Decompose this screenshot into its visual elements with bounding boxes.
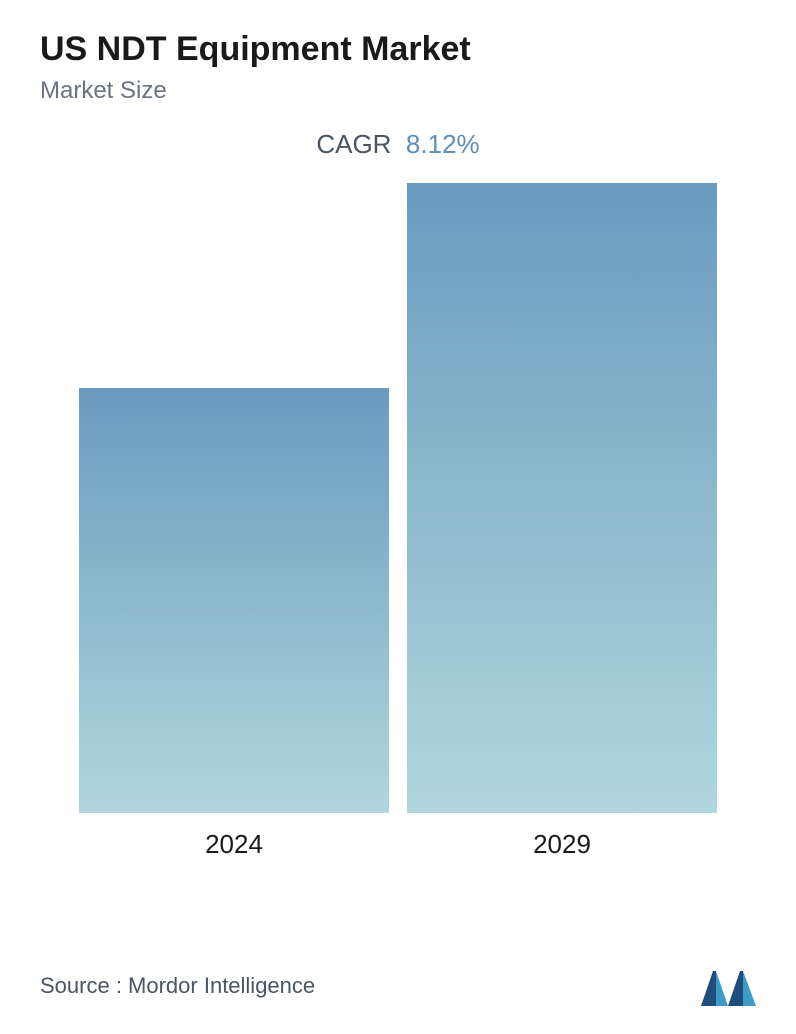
bar-label-1: 2029 xyxy=(533,829,591,860)
cagr-container: CAGR 8.12% xyxy=(40,129,756,160)
chart-subtitle: Market Size xyxy=(40,77,756,105)
logo-shape-2 xyxy=(716,971,728,1006)
source-text: Source : Mordor Intelligence xyxy=(40,973,315,999)
logo-shape-3 xyxy=(728,971,743,1006)
logo-icon xyxy=(701,966,756,1006)
bar-chart: 2024 2029 xyxy=(40,190,756,870)
logo-shape-4 xyxy=(743,971,756,1006)
bar-label-0: 2024 xyxy=(205,829,263,860)
logo-shape-1 xyxy=(701,971,716,1006)
bar-group-0: 2024 xyxy=(79,388,389,860)
footer: Source : Mordor Intelligence xyxy=(40,966,756,1006)
chart-title: US NDT Equipment Market xyxy=(40,30,756,69)
cagr-label: CAGR xyxy=(316,129,391,159)
bar-group-1: 2029 xyxy=(407,183,717,860)
cagr-value: 8.12% xyxy=(406,129,480,159)
bar-0 xyxy=(79,388,389,813)
bar-1 xyxy=(407,183,717,813)
